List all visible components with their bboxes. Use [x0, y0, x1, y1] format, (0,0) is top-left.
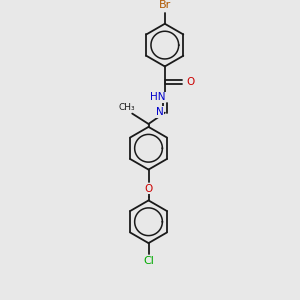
Text: O: O	[144, 184, 153, 194]
Text: Cl: Cl	[143, 256, 154, 266]
Text: O: O	[187, 77, 195, 87]
Text: N: N	[156, 107, 164, 117]
Text: HN: HN	[150, 92, 165, 102]
Text: CH₃: CH₃	[118, 103, 135, 112]
Text: Br: Br	[159, 0, 171, 11]
